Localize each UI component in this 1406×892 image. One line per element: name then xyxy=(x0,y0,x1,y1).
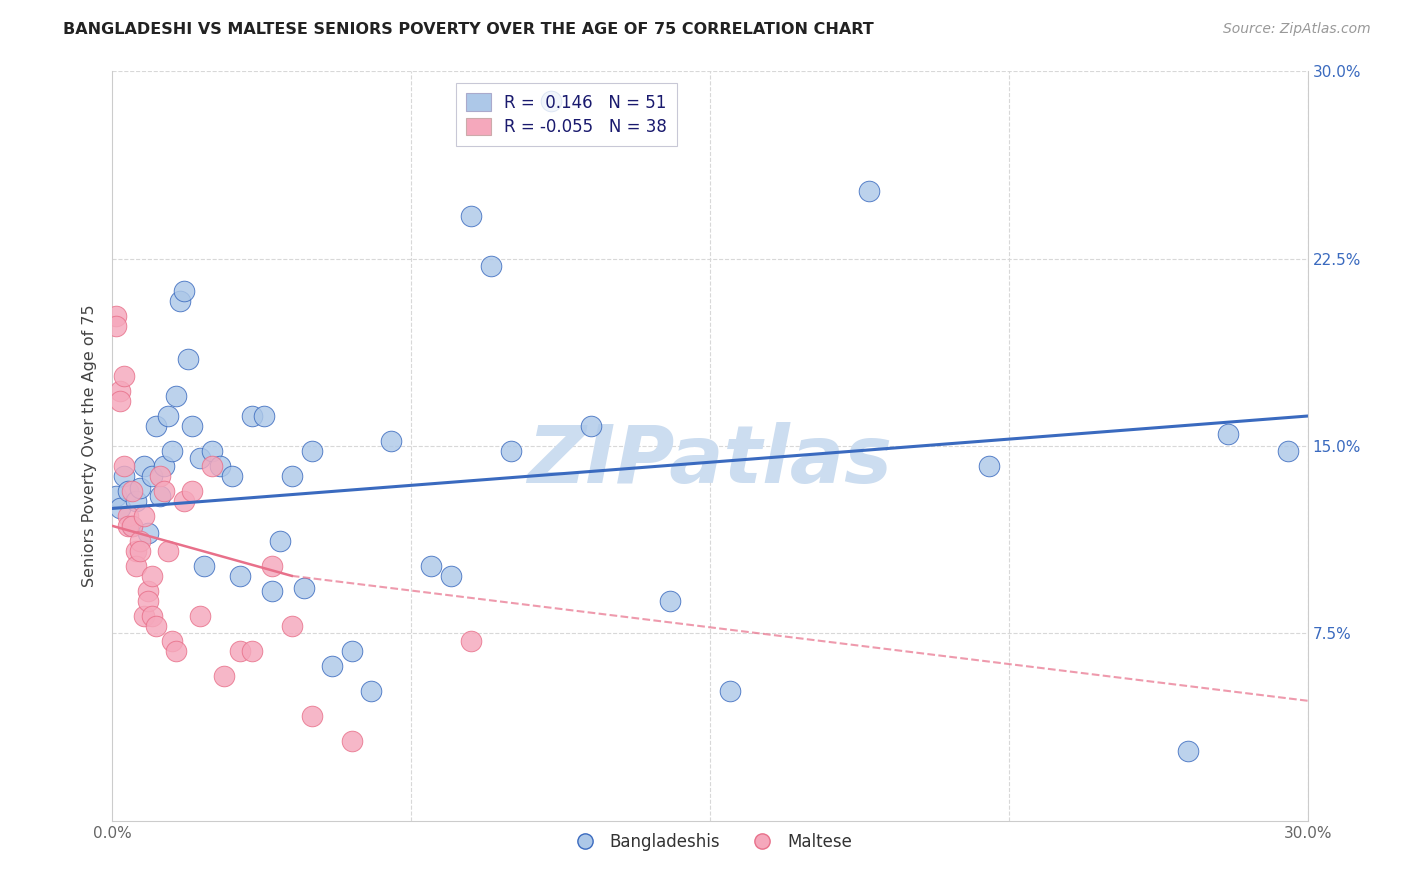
Point xyxy=(121,519,143,533)
Point xyxy=(138,526,160,541)
Point xyxy=(340,733,363,747)
Point xyxy=(360,683,382,698)
Point xyxy=(117,508,139,523)
Point xyxy=(125,558,148,573)
Point xyxy=(114,469,135,483)
Point xyxy=(540,95,562,109)
Point xyxy=(340,644,363,658)
Point xyxy=(145,619,167,633)
Point xyxy=(138,594,160,608)
Point xyxy=(177,351,200,366)
Text: ZIPatlas: ZIPatlas xyxy=(527,422,893,500)
Point xyxy=(157,409,180,423)
Point xyxy=(117,519,139,533)
Point xyxy=(1216,426,1239,441)
Point xyxy=(240,644,263,658)
Point xyxy=(212,669,235,683)
Point xyxy=(141,569,163,583)
Point xyxy=(110,384,132,398)
Point xyxy=(149,489,172,503)
Point xyxy=(188,608,211,623)
Point xyxy=(269,533,291,548)
Point xyxy=(260,558,283,573)
Text: BANGLADESHI VS MALTESE SENIORS POVERTY OVER THE AGE OF 75 CORRELATION CHART: BANGLADESHI VS MALTESE SENIORS POVERTY O… xyxy=(63,22,875,37)
Point xyxy=(134,608,156,623)
Point xyxy=(380,434,402,448)
Point xyxy=(181,483,204,498)
Point xyxy=(460,633,482,648)
Point xyxy=(281,469,304,483)
Point xyxy=(141,469,163,483)
Point xyxy=(281,619,304,633)
Point xyxy=(169,294,191,309)
Point xyxy=(105,319,128,334)
Point xyxy=(229,569,252,583)
Point xyxy=(579,419,602,434)
Point xyxy=(114,458,135,473)
Point xyxy=(253,409,276,423)
Point xyxy=(858,184,880,198)
Point xyxy=(125,494,148,508)
Point xyxy=(157,544,180,558)
Point xyxy=(321,658,343,673)
Point xyxy=(260,583,283,598)
Point xyxy=(134,508,156,523)
Point xyxy=(117,483,139,498)
Point xyxy=(301,708,323,723)
Point xyxy=(240,409,263,423)
Point xyxy=(292,582,315,596)
Point xyxy=(129,544,152,558)
Point xyxy=(114,369,135,384)
Point xyxy=(105,309,128,323)
Point xyxy=(659,594,682,608)
Point xyxy=(129,533,152,548)
Point xyxy=(201,458,224,473)
Point xyxy=(301,444,323,458)
Point xyxy=(173,284,195,298)
Point xyxy=(145,419,167,434)
Point xyxy=(460,209,482,223)
Point xyxy=(229,644,252,658)
Point xyxy=(173,494,195,508)
Point xyxy=(162,633,183,648)
Point xyxy=(153,483,176,498)
Point xyxy=(153,458,176,473)
Point xyxy=(165,644,187,658)
Point xyxy=(193,558,215,573)
Point xyxy=(209,458,232,473)
Point xyxy=(420,558,443,573)
Point xyxy=(138,583,160,598)
Point xyxy=(125,544,148,558)
Point xyxy=(121,519,143,533)
Point xyxy=(440,569,463,583)
Point xyxy=(129,482,152,496)
Point xyxy=(1177,744,1199,758)
Point xyxy=(141,608,163,623)
Point xyxy=(201,444,224,458)
Point xyxy=(110,501,132,516)
Text: Source: ZipAtlas.com: Source: ZipAtlas.com xyxy=(1223,22,1371,37)
Point xyxy=(479,259,502,273)
Point xyxy=(121,483,143,498)
Point xyxy=(977,458,1000,473)
Point xyxy=(718,683,741,698)
Point xyxy=(149,469,172,483)
Point xyxy=(1277,444,1299,458)
Point xyxy=(110,394,132,409)
Point xyxy=(181,419,204,434)
Point xyxy=(162,444,183,458)
Point xyxy=(188,451,211,466)
Point xyxy=(499,444,522,458)
Legend: Bangladeshis, Maltese: Bangladeshis, Maltese xyxy=(561,826,859,857)
Point xyxy=(165,389,187,403)
Point xyxy=(221,469,243,483)
Y-axis label: Seniors Poverty Over the Age of 75: Seniors Poverty Over the Age of 75 xyxy=(82,305,97,587)
Point xyxy=(134,458,156,473)
Point xyxy=(105,489,128,503)
